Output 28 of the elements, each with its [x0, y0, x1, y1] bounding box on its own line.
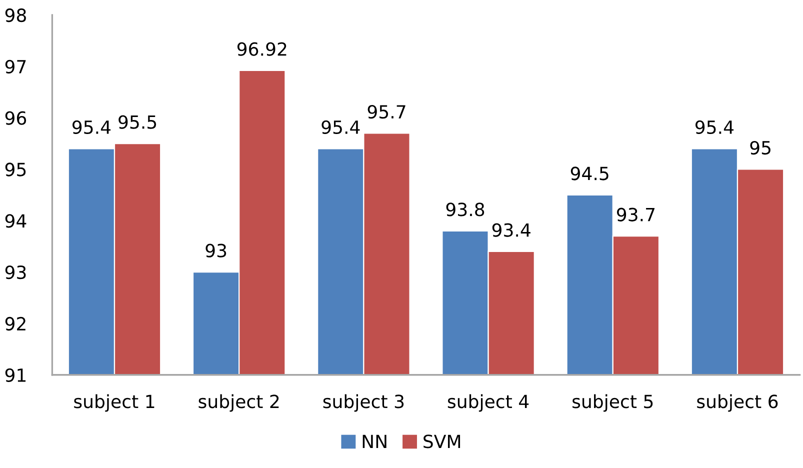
y-tick-label: 92: [5, 316, 26, 331]
data-label: 95.5: [118, 115, 156, 129]
data-label: 95.4: [322, 120, 360, 134]
data-label: 95.7: [368, 104, 406, 119]
data-label: 93: [206, 244, 226, 258]
data-label: 95: [750, 140, 770, 155]
data-label: 94.5: [570, 166, 608, 180]
data-label: 93.8: [446, 202, 484, 216]
legend-label: NN: [362, 434, 386, 448]
x-tick-label: subject 6: [697, 394, 778, 412]
y-tick-label: 94: [5, 214, 26, 228]
x-tick-label: subject 2: [198, 394, 279, 412]
x-tick-label: subject 5: [572, 394, 653, 412]
x-tick-label: subject 3: [323, 394, 404, 412]
y-tick-label: 96: [5, 111, 26, 125]
legend-label: SVM: [424, 434, 460, 448]
y-tick-label: 98: [5, 8, 26, 22]
y-tick-label: 91: [5, 368, 26, 382]
y-tick-label: 93: [5, 266, 26, 280]
data-label: 95.4: [695, 120, 734, 134]
y-tick-label: 95: [5, 162, 26, 176]
x-tick-label: subject 1: [74, 394, 154, 412]
data-label: 93.4: [492, 223, 530, 237]
data-label: 95.4: [72, 120, 111, 134]
data-label: 93.7: [616, 208, 654, 222]
x-tick-label: subject 4: [448, 394, 529, 412]
data-label: 96.92: [237, 42, 286, 56]
y-tick-label: 97: [5, 60, 26, 74]
